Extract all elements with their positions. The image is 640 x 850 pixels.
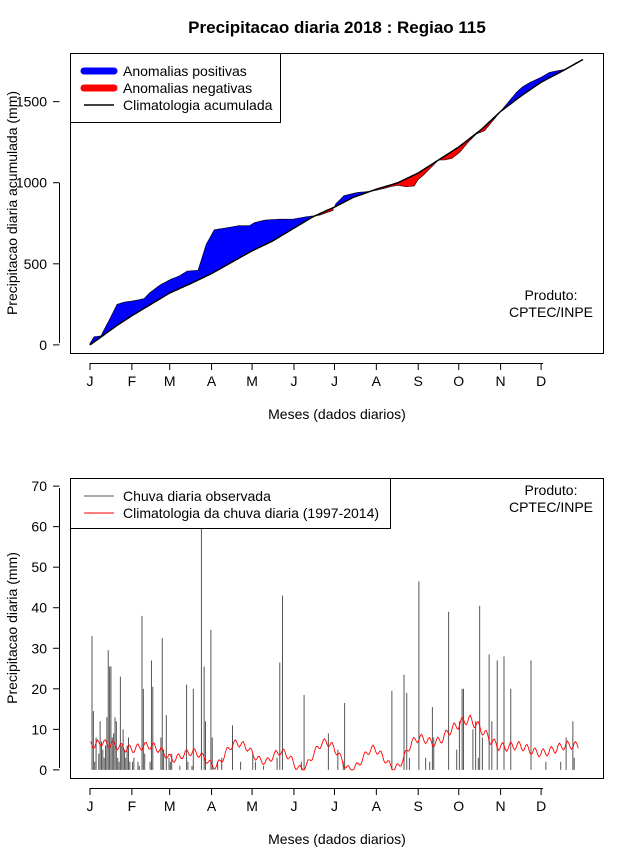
cumulative-precipitation-chart: Precipitacao diaria 2018 : Regiao 115 J F…: [4, 18, 604, 422]
top-y-axis: 0 500 1000 1500: [16, 94, 60, 353]
top-y-tick-label: 1000: [16, 175, 47, 191]
bottom-y-tick-label: 20: [31, 681, 47, 697]
bottom-x-tick-label: M: [246, 798, 258, 814]
bottom-y-axis: 0 10 20 30 40 50 60 70: [31, 478, 60, 778]
bottom-annotation-product-source: CPTEC/INPE: [509, 499, 593, 515]
legend-label-positive: Anomalias positivas: [123, 63, 247, 79]
legend-label-observed: Chuva diaria observada: [123, 488, 271, 504]
bottom-x-tick-label: F: [128, 798, 137, 814]
top-x-tick-label: F: [128, 373, 137, 389]
bottom-annotation-product-label: Produto:: [525, 482, 578, 498]
top-x-tick-label: N: [496, 373, 506, 389]
top-y-tick-label: 1500: [16, 94, 47, 110]
top-annotation-product-source: CPTEC/INPE: [509, 304, 593, 320]
top-x-tick-label: M: [164, 373, 176, 389]
top-y-tick-label: 500: [24, 256, 48, 272]
top-x-tick-label: S: [414, 373, 423, 389]
top-x-tick-label: A: [372, 373, 382, 389]
bottom-y-tick-label: 30: [31, 640, 47, 656]
top-x-tick-label: A: [207, 373, 217, 389]
top-x-tick-label: D: [536, 373, 546, 389]
positive-anomaly-area: [500, 59, 584, 112]
bottom-y-tick-label: 10: [31, 721, 47, 737]
bottom-y-tick-label: 40: [31, 600, 47, 616]
bottom-x-tick-label: J: [290, 798, 297, 814]
chart-title: Precipitacao diaria 2018 : Regiao 115: [188, 18, 486, 37]
bottom-x-tick-label: J: [331, 798, 338, 814]
cumulative-climatology-line: [89, 58, 584, 346]
bottom-x-tick-label: M: [164, 798, 176, 814]
top-annotation-product-label: Produto:: [525, 287, 578, 303]
bottom-x-tick-label: J: [87, 798, 94, 814]
top-x-tick-label: J: [290, 373, 297, 389]
positive-anomaly-area: [89, 215, 315, 346]
bottom-legend-box: [70, 478, 391, 529]
top-plot-data: [89, 58, 584, 346]
bottom-y-tick-label: 50: [31, 559, 47, 575]
bottom-y-tick-label: 70: [31, 478, 47, 494]
bottom-x-tick-label: D: [536, 798, 546, 814]
bottom-y-axis-label: Precipitacao diaria (mm): [4, 552, 20, 704]
top-y-axis-label: Precipitacao diaria acumulada (mm): [4, 91, 20, 315]
top-legend: Anomalias positivas Anomalias negativas …: [70, 53, 281, 123]
daily-climatology-line: [90, 714, 579, 771]
top-x-tick-label: J: [331, 373, 338, 389]
top-plot-frame: [70, 53, 604, 354]
bottom-x-axis-label: Meses (dados diarios): [268, 831, 406, 847]
legend-label-negative: Anomalias negativas: [123, 80, 252, 96]
legend-label-climatology: Climatologia acumulada: [123, 97, 273, 113]
top-x-tick-label: J: [87, 373, 94, 389]
bottom-x-tick-label: O: [453, 798, 464, 814]
negative-anomaly-area: [370, 160, 438, 192]
legend-label-daily-climatology: Climatologia da chuva diaria (1997-2014): [123, 505, 379, 521]
bottom-plot-data: [90, 478, 579, 771]
daily-precipitation-chart: J F M A M J J A S O N D 0 10 20 30 40 50 60 70 Meses (dado…: [4, 478, 604, 847]
top-x-tick-label: M: [246, 373, 258, 389]
bottom-y-tick-label: 0: [39, 762, 47, 778]
bottom-y-tick-label: 60: [31, 519, 47, 535]
bottom-x-tick-label: S: [414, 798, 423, 814]
bottom-plot-marks: [90, 478, 579, 771]
bottom-x-tick-label: A: [372, 798, 382, 814]
bottom-x-tick-label: A: [207, 798, 217, 814]
top-x-tick-label: O: [453, 373, 464, 389]
top-y-tick-label: 0: [39, 337, 47, 353]
bottom-legend: Chuva diaria observada Climatologia da c…: [70, 478, 391, 529]
bottom-x-tick-label: N: [496, 798, 506, 814]
top-x-axis-label: Meses (dados diarios): [268, 406, 406, 422]
